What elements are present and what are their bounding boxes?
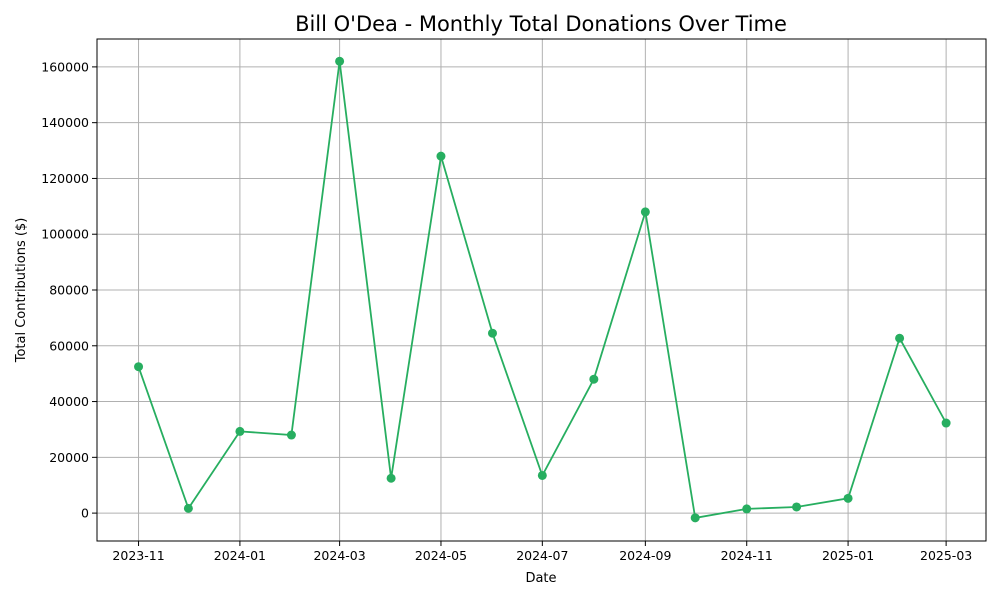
x-tick-label: 2024-03 [313, 548, 365, 563]
data-point [640, 207, 650, 217]
series [134, 56, 951, 523]
data-point [286, 430, 296, 440]
data-point [134, 362, 144, 372]
y-tick-label: 40000 [49, 394, 89, 409]
data-point [792, 502, 802, 512]
data-point [895, 333, 905, 343]
y-tick-label: 60000 [49, 338, 89, 353]
x-tick-label: 2024-11 [721, 548, 773, 563]
x-axis: 2023-11 2024-01 2024-03 2024-05 2024-07 2024-… [112, 541, 972, 563]
x-tick-label: 2024-01 [214, 548, 266, 563]
grid [97, 39, 986, 541]
data-point [335, 56, 345, 66]
data-point [235, 426, 245, 436]
chart-title: Bill O'Dea - Monthly Total Donations Ove… [295, 12, 787, 36]
data-point [941, 418, 951, 428]
y-tick-label: 100000 [41, 227, 89, 242]
y-axis: 0 20000 40000 60000 80000 100000 120000 140000 1… [41, 59, 97, 521]
data-point [690, 513, 700, 523]
x-axis-label: Date [525, 571, 556, 586]
x-tick-label: 2024-07 [516, 548, 568, 563]
data-point [843, 493, 853, 503]
y-tick-label: 20000 [49, 450, 89, 465]
data-point [537, 470, 547, 480]
data-point [436, 151, 446, 161]
data-point [183, 503, 193, 513]
y-tick-label: 140000 [41, 115, 89, 130]
y-tick-label: 160000 [41, 59, 89, 74]
data-point [487, 328, 497, 338]
x-tick-label: 2023-11 [112, 548, 164, 563]
data-point [386, 473, 396, 483]
data-point [742, 504, 752, 514]
x-tick-label: 2025-03 [920, 548, 972, 563]
x-tick-label: 2025-01 [822, 548, 874, 563]
y-tick-label: 80000 [49, 283, 89, 298]
x-tick-label: 2024-09 [619, 548, 671, 563]
y-tick-label: 120000 [41, 171, 89, 186]
y-axis-label: Total Contributions ($) [14, 218, 29, 364]
data-point [589, 374, 599, 384]
x-tick-label: 2024-05 [415, 548, 467, 563]
y-tick-label: 0 [81, 506, 89, 521]
